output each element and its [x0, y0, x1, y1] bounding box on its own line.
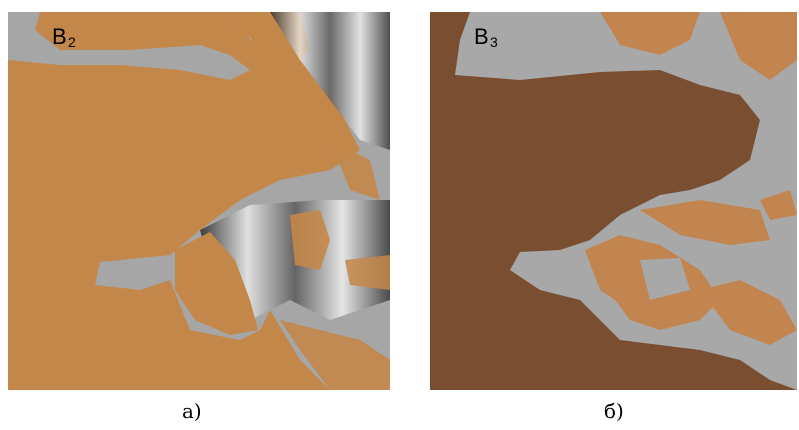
panel-b-image — [430, 12, 797, 390]
panel-a-label: B — [52, 24, 67, 49]
panel-b-subscript: 3 — [490, 34, 498, 50]
panel-b-label: B — [474, 24, 489, 49]
panel-a-image — [8, 12, 390, 390]
panel-b-caption: б) — [604, 399, 624, 423]
panel-a-subscript: 2 — [68, 34, 76, 50]
figure: B 2 а) B 3 б) — [0, 0, 799, 430]
panel-a-caption: а) — [182, 399, 202, 423]
page: B 2 а) B 3 б) (() => { const data = JSON… — [0, 0, 799, 430]
